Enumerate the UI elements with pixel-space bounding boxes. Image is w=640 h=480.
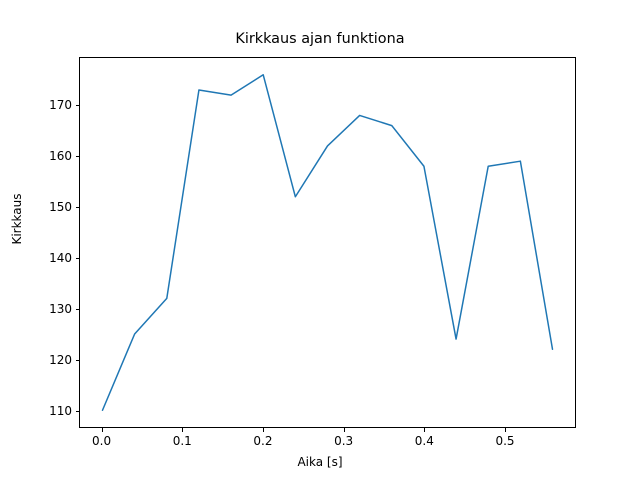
brightness-line: [101, 74, 554, 411]
y-tick-label: 140: [49, 250, 72, 265]
x-tick-mark: [343, 428, 345, 432]
line-series-svg: [101, 74, 554, 411]
y-tick-mark: [75, 206, 79, 208]
y-tick-mark: [75, 360, 79, 362]
x-tick-label: 0.0: [92, 434, 112, 448]
y-tick-label: 170: [49, 97, 72, 112]
y-tick-mark: [75, 155, 79, 157]
y-tick-label: 160: [49, 148, 72, 163]
x-tick-label: 0.2: [253, 434, 273, 448]
x-tick-mark: [505, 428, 506, 432]
x-tick-mark: [262, 428, 264, 432]
y-tick-mark: [75, 257, 79, 259]
x-tick-label: 0.5: [495, 434, 515, 448]
x-axis-label: Aika [s]: [297, 455, 343, 469]
plot-axes: [79, 57, 576, 428]
y-tick-label: 150: [49, 199, 72, 214]
x-tick-label: 0.1: [172, 434, 192, 448]
x-tick-mark: [182, 428, 184, 432]
y-tick-mark: [75, 104, 79, 106]
x-tick-label: 0.3: [334, 434, 354, 448]
y-tick-label: 130: [49, 301, 72, 316]
x-tick-mark: [424, 428, 426, 432]
y-axis-label: Kirkkaus: [10, 193, 24, 245]
x-tick-label: 0.4: [414, 434, 434, 448]
x-tick-mark: [101, 428, 103, 432]
chart-title: Kirkkaus ajan funktiona: [235, 31, 405, 47]
y-tick-mark: [75, 308, 79, 310]
y-tick-mark: [75, 411, 79, 413]
y-tick-label: 120: [49, 353, 72, 368]
y-tick-label: 110: [49, 404, 72, 419]
